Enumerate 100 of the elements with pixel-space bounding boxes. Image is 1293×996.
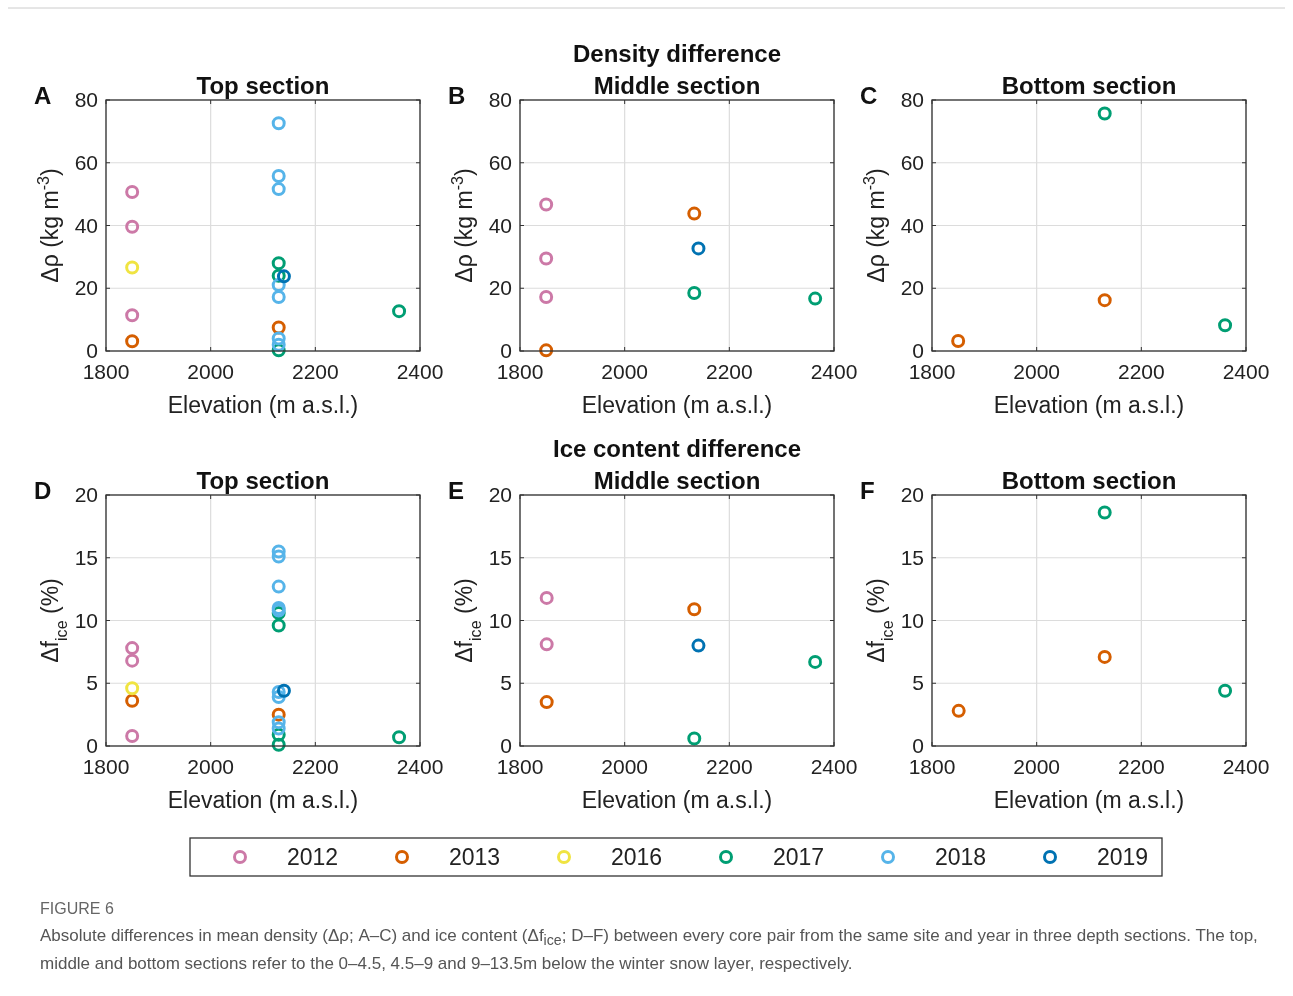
point: [951, 333, 966, 348]
point: [392, 304, 407, 319]
chart-title: Bottom section: [1001, 467, 1177, 494]
point: [271, 579, 286, 594]
point: [125, 681, 140, 696]
y-tick-label: 5: [500, 671, 512, 695]
point: [687, 285, 702, 300]
text: C: [860, 82, 878, 109]
legend-label: 2017: [773, 844, 825, 870]
x-tick-label: 2200: [705, 360, 753, 383]
x-axis-title: Elevation (m a.s.l.): [993, 392, 1185, 418]
point: [687, 602, 702, 617]
y-tick-label: 0: [86, 734, 98, 757]
point: [271, 256, 286, 271]
x-tick-label: 2400: [396, 360, 444, 383]
point: [271, 168, 286, 183]
x-tick-label: 2000: [1013, 360, 1061, 383]
text: F: [860, 477, 875, 504]
point: [271, 337, 286, 352]
point: [539, 590, 554, 605]
y-tick-label: 15: [74, 545, 98, 569]
legend-label: 2012: [287, 844, 339, 870]
y-tick-label: 80: [900, 88, 924, 111]
text: Absolute differences in mean density (Δρ; A–C) and ice content (Δf$_{ice}$; D–F) between every core pair from the same site and year in three depth sections. The top, middle and bottom sections refer to the 0–4.5, 4.5–9 and 9–13.5m below the winter snow layer, respectively.: [40, 925, 1259, 976]
point: [271, 544, 286, 559]
y-tick-label: 20: [900, 276, 924, 300]
x-tick-label: 2000: [601, 755, 649, 778]
text: E: [448, 477, 465, 504]
y-tick-label: 40: [74, 213, 98, 237]
point: [125, 728, 140, 743]
point: [687, 731, 702, 746]
point: [125, 260, 140, 275]
x-tick-label: 2400: [1222, 360, 1270, 383]
y-tick-label: 60: [74, 150, 98, 174]
chart-subtitle: Middle section: [593, 72, 761, 99]
x-tick-label: 1800: [908, 360, 956, 383]
y-tick-label: 0: [912, 339, 924, 362]
point: [1218, 683, 1233, 698]
point: [539, 251, 554, 266]
x-tick-label: 2200: [1117, 755, 1165, 778]
chart-title: Density difference: [572, 40, 782, 67]
text: A: [34, 82, 52, 109]
legend-label: 2016: [611, 844, 663, 870]
chart-title: Top section: [196, 72, 330, 99]
text: B: [448, 82, 466, 109]
point: [271, 721, 286, 736]
point: [276, 269, 291, 284]
point: [271, 715, 286, 730]
point: [271, 549, 286, 564]
y-tick-label: 0: [86, 339, 98, 362]
text: D: [34, 477, 52, 504]
x-tick-label: 2200: [291, 755, 339, 778]
y-tick-label: 60: [900, 150, 924, 174]
x-tick-label: 1800: [908, 755, 956, 778]
chart-subtitle: Middle section: [593, 467, 761, 494]
y-tick-label: 5: [86, 671, 98, 695]
x-axis-title: Elevation (m a.s.l.): [581, 787, 773, 813]
x-tick-label: 2000: [187, 755, 235, 778]
y-tick-label: 20: [74, 276, 98, 300]
point: [808, 654, 823, 669]
x-tick-label: 2200: [291, 360, 339, 383]
x-tick-label: 1800: [82, 360, 130, 383]
point: [687, 206, 702, 221]
point: [271, 707, 286, 722]
point: [125, 641, 140, 656]
y-tick-label: 5: [912, 671, 924, 695]
y-tick-label: 10: [900, 608, 924, 632]
y-tick-label: 40: [488, 213, 512, 237]
legend-label: 2019: [1097, 844, 1149, 870]
x-tick-label: 2200: [705, 755, 753, 778]
y-tick-label: 0: [500, 734, 512, 757]
chart-title: Ice content difference: [552, 435, 802, 462]
x-tick-label: 1800: [496, 755, 544, 778]
point: [271, 331, 286, 346]
point: [691, 638, 706, 653]
y-tick-label: 40: [900, 213, 924, 237]
point: [125, 334, 140, 349]
point: [271, 290, 286, 305]
x-tick-label: 2000: [187, 360, 235, 383]
y-tick-label: 20: [488, 483, 512, 506]
point: [125, 184, 140, 199]
point: [276, 683, 291, 698]
point: [539, 343, 554, 358]
legend-label: 2013: [449, 844, 501, 870]
x-tick-label: 1800: [82, 755, 130, 778]
y-tick-label: 20: [74, 483, 98, 506]
point: [125, 653, 140, 668]
chart-title: Bottom section: [1001, 72, 1177, 99]
x-tick-label: 2000: [1013, 755, 1061, 778]
y-tick-label: 80: [488, 88, 512, 111]
point: [125, 693, 140, 708]
y-tick-label: 0: [500, 339, 512, 362]
y-tick-label: 80: [74, 88, 98, 111]
y-tick-label: 60: [488, 150, 512, 174]
x-axis-title: Elevation (m a.s.l.): [581, 392, 773, 418]
y-tick-label: 10: [74, 608, 98, 632]
point: [1097, 505, 1112, 520]
point: [951, 703, 966, 718]
point: [1097, 293, 1112, 308]
x-tick-label: 2400: [1222, 755, 1270, 778]
